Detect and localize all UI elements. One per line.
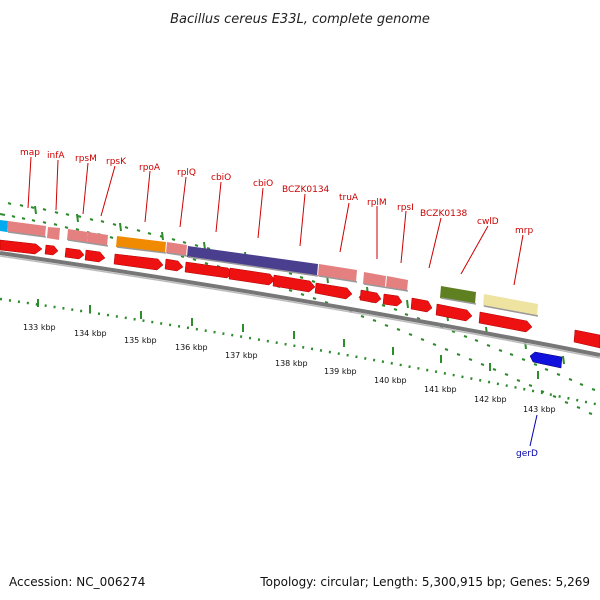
gene-label-5: rplQ: [177, 168, 196, 178]
gene-label-12: BCZK0138: [420, 209, 468, 219]
scale-label-0: 133 kbp: [23, 323, 56, 332]
feature-track: [0, 220, 539, 317]
scale-labels: 133 kbp 134 kbp 135 kbp 136 kbp 137 kbp …: [23, 323, 556, 414]
scale-label-4: 137 kbp: [225, 351, 258, 360]
gene-label-3: rpsK: [106, 157, 127, 167]
accession-text: Accession: NC_006274: [9, 575, 145, 589]
gene-mrp: [483, 294, 538, 316]
scale-label-3: 136 kbp: [175, 343, 208, 352]
scale-label-8: 141 kbp: [424, 385, 457, 394]
scale-label-7: 140 kbp: [374, 376, 407, 385]
map-title: Bacillus cereus E33L, complete genome: [170, 12, 430, 27]
gene-cbiO-cbiO: [187, 246, 318, 276]
scale-label-10: 143 kbp: [523, 405, 556, 414]
cds-track: [0, 239, 600, 349]
gene-rpsK: [87, 232, 108, 246]
topology-text: Topology: circular; Length: 5,300,915 bp…: [259, 575, 590, 589]
gene-label-11: rpsI: [397, 203, 414, 213]
scale-label-5: 138 kbp: [275, 359, 308, 368]
gene-infA: [47, 227, 60, 240]
gene-label-9: truA: [339, 193, 359, 203]
gene-label-6: cbiO: [211, 173, 231, 183]
lower-gene-labels: gerD: [516, 414, 538, 459]
genome-backbone: [0, 251, 600, 357]
scale-label-6: 139 kbp: [324, 367, 357, 376]
gene-rplQ: [166, 242, 187, 256]
gene-label-13: cwlD: [477, 217, 499, 227]
scale-label-1: 134 kbp: [74, 329, 107, 338]
gene-label-7: cbiO: [253, 179, 273, 189]
upper-gene-labels: map infA rpsM rpsK rpoA rplQ cbiO cbiO B…: [20, 148, 533, 286]
gene-label-gerD: gerD: [516, 449, 538, 459]
gene-cyan: [0, 220, 8, 232]
gene-truA: [363, 272, 386, 287]
gene-label-8: BCZK0134: [282, 185, 330, 195]
gene-rpsM: [67, 229, 88, 243]
gene-label-10: rplM: [367, 198, 387, 208]
scale-label-2: 135 kbp: [124, 336, 157, 345]
inner-scale-ring: [0, 297, 600, 407]
gene-rpoA: [116, 236, 166, 253]
gene-label-0: map: [20, 148, 40, 158]
scale-label-9: 142 kbp: [474, 395, 507, 404]
gene-label-2: rpsM: [75, 154, 97, 164]
gene-label-14: mrp: [515, 226, 533, 236]
cds-gerD: [529, 351, 563, 369]
gene-label-1: infA: [47, 151, 65, 161]
gene-label-4: rpoA: [139, 163, 161, 173]
gene-rplM: [386, 276, 408, 291]
